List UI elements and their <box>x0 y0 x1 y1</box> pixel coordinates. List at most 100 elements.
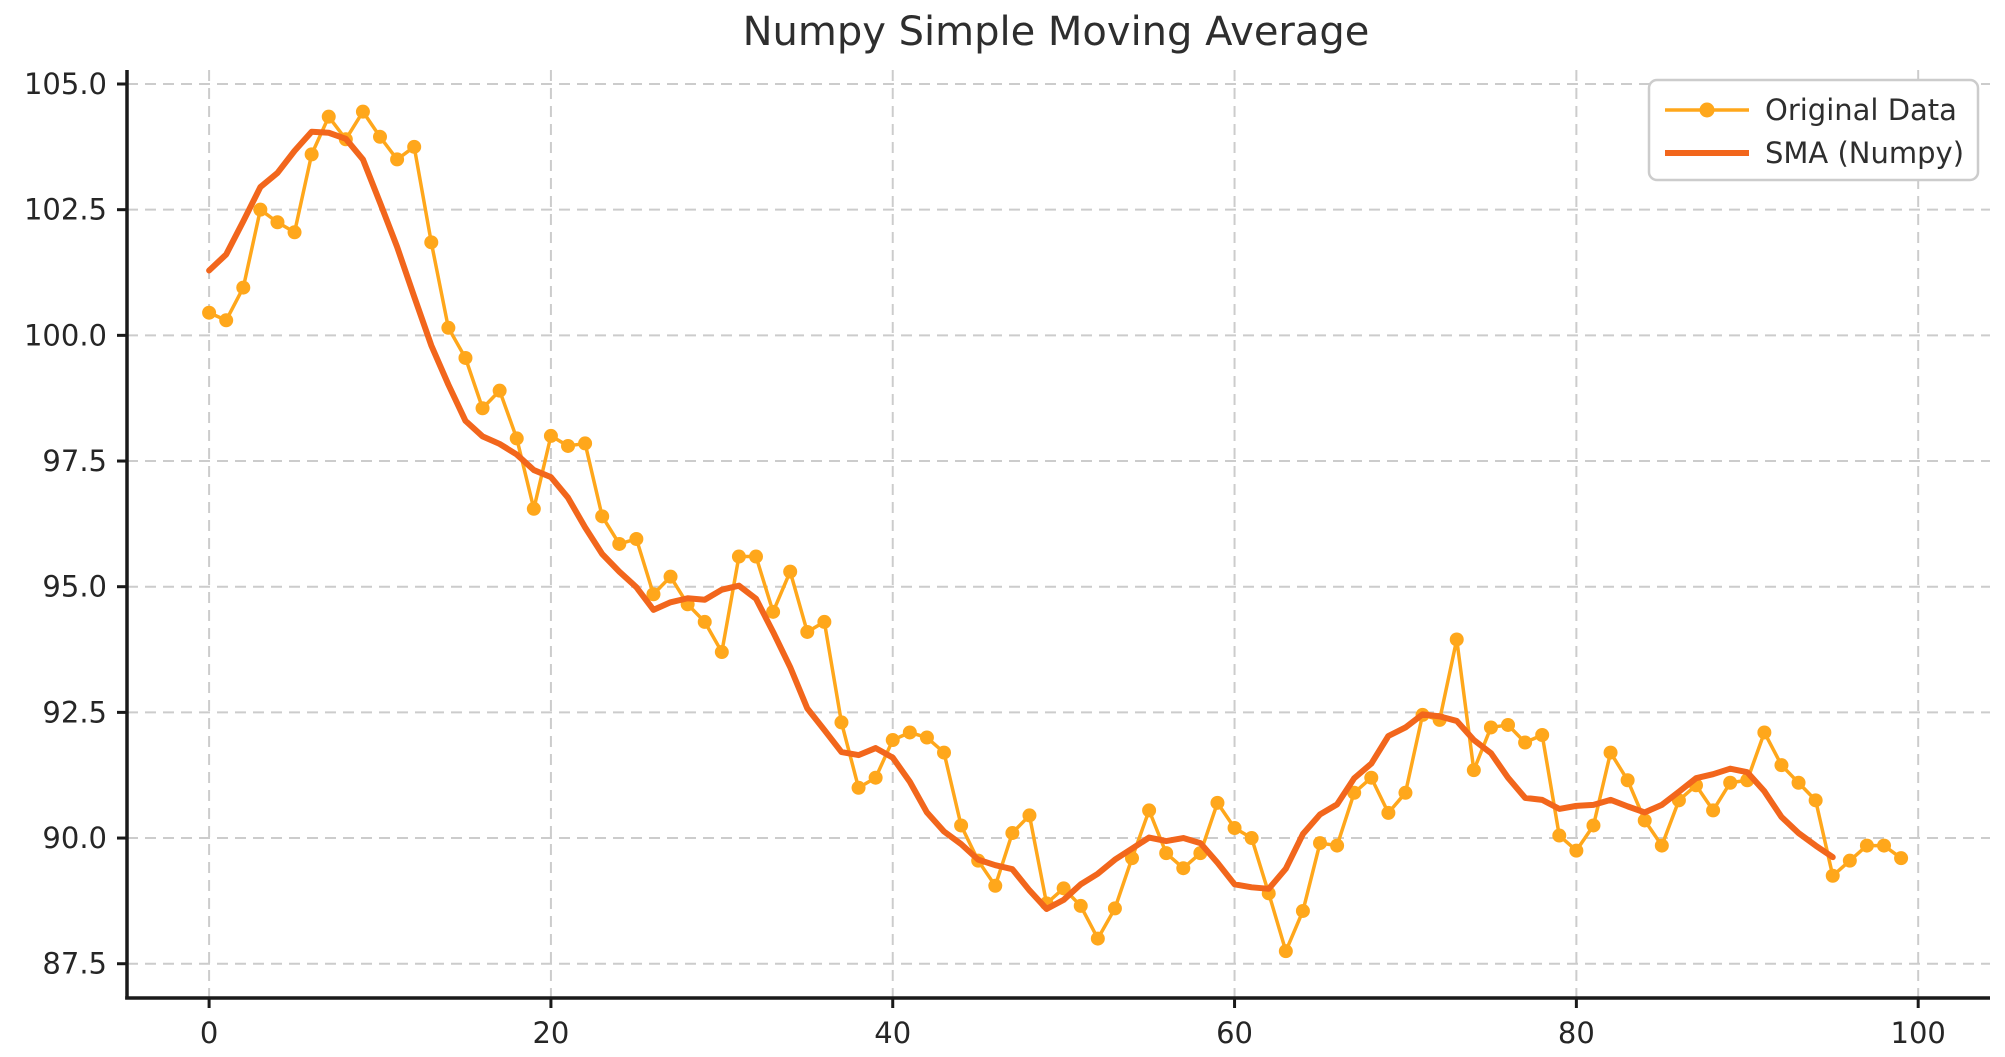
original-data-point <box>697 614 712 629</box>
chart-title: Numpy Simple Moving Average <box>743 9 1370 55</box>
original-data-point <box>407 139 422 154</box>
original-data-point <box>561 438 576 453</box>
original-data-point <box>1894 851 1909 866</box>
original-data-point <box>1142 803 1157 818</box>
original-data-point <box>236 280 251 295</box>
original-data-point <box>373 129 388 144</box>
gridlines <box>127 70 1990 998</box>
original-data-point <box>253 202 268 217</box>
original-data-point <box>1107 901 1122 916</box>
original-data-point <box>988 878 1003 893</box>
original-data-point <box>1125 851 1140 866</box>
original-data-point <box>1620 773 1635 788</box>
original-data-point <box>1586 818 1601 833</box>
original-data-point <box>1278 944 1293 959</box>
original-data-point <box>287 225 302 240</box>
original-data-point <box>1637 813 1652 828</box>
original-data-point <box>851 780 866 795</box>
x-tick-label: 0 <box>200 1016 218 1050</box>
original-data-point <box>390 152 405 167</box>
original-data-point <box>868 770 883 785</box>
original-data-point <box>919 730 934 745</box>
original-data-point <box>954 818 969 833</box>
original-data-point <box>509 431 524 446</box>
original-data-point <box>800 624 815 639</box>
original-data-point <box>526 501 541 516</box>
original-data-point <box>1313 836 1328 851</box>
original-data-point <box>714 645 729 660</box>
original-data-point <box>1654 838 1669 853</box>
original-data-point <box>766 604 781 619</box>
original-data-point <box>731 549 746 564</box>
original-data-point <box>1466 763 1481 778</box>
original-data-line <box>207 109 1903 953</box>
original-data-point <box>1090 931 1105 946</box>
original-data-point <box>834 715 849 730</box>
original-data-series <box>202 104 1909 959</box>
original-data-point <box>885 733 900 748</box>
legend-label-original: Original Data <box>1765 93 1957 127</box>
x-tick-labels: 0 20 40 60 80 100 <box>200 1016 1946 1050</box>
original-data-point <box>1330 838 1345 853</box>
y-tick-label: 90.0 <box>42 821 107 855</box>
axis-ticks <box>117 82 1920 1008</box>
original-data-point <box>1501 717 1516 732</box>
original-data-point <box>663 569 678 584</box>
y-tick-label: 95.0 <box>42 570 107 604</box>
original-data-point <box>1774 758 1789 773</box>
original-data-point <box>458 350 473 365</box>
x-tick-label: 40 <box>874 1016 911 1050</box>
original-data-point <box>1056 881 1071 896</box>
original-data-point <box>1295 903 1310 918</box>
original-data-point <box>1244 831 1259 846</box>
sma-line <box>206 128 1836 912</box>
original-data-point <box>902 725 917 740</box>
original-data-point <box>1005 826 1020 841</box>
x-tick-label: 100 <box>1891 1016 1946 1050</box>
original-data-point <box>543 428 558 443</box>
original-data-point <box>270 215 285 230</box>
original-data-point <box>355 104 370 119</box>
original-data-point <box>321 109 336 124</box>
original-data-point <box>1825 868 1840 883</box>
original-data-point <box>646 587 661 602</box>
original-data-point <box>1757 725 1772 740</box>
original-data-point <box>1723 775 1738 790</box>
x-tick-label: 60 <box>1216 1016 1253 1050</box>
original-data-point <box>1877 838 1892 853</box>
sma-series <box>206 128 1836 912</box>
y-tick-label: 92.5 <box>42 695 107 729</box>
original-data-point <box>1073 898 1088 913</box>
original-data-point <box>1859 838 1874 853</box>
original-data-point <box>578 436 593 451</box>
original-data-point <box>1364 770 1379 785</box>
original-data-point <box>1398 785 1413 800</box>
legend-label-sma: SMA (Numpy) <box>1765 136 1964 170</box>
original-data-point <box>783 564 798 579</box>
y-tick-label: 87.5 <box>42 947 107 981</box>
original-data-point <box>219 313 234 328</box>
original-data-point <box>1210 795 1225 810</box>
original-data-point <box>441 320 456 335</box>
y-tick-labels: 87.5 90.0 92.5 95.0 97.5 100.0 102.5 105.0 <box>24 67 107 981</box>
original-data-point <box>492 383 507 398</box>
original-data-point <box>1842 853 1857 868</box>
x-tick-label: 20 <box>532 1016 569 1050</box>
original-data-point <box>1347 785 1362 800</box>
original-data-point <box>1227 820 1242 835</box>
original-data-point <box>475 401 490 416</box>
y-tick-label: 100.0 <box>24 318 107 352</box>
original-data-point <box>817 614 832 629</box>
legend: Original Data SMA (Numpy) <box>1647 78 1980 182</box>
x-tick-label: 80 <box>1558 1016 1595 1050</box>
original-data-point <box>1706 803 1721 818</box>
original-data-point <box>1483 720 1498 735</box>
original-data-point <box>1159 846 1174 861</box>
original-data-point <box>1791 775 1806 790</box>
original-data-point <box>1518 735 1533 750</box>
original-data-point <box>1535 727 1550 742</box>
original-data-point <box>1381 805 1396 820</box>
original-data-point <box>612 536 627 551</box>
